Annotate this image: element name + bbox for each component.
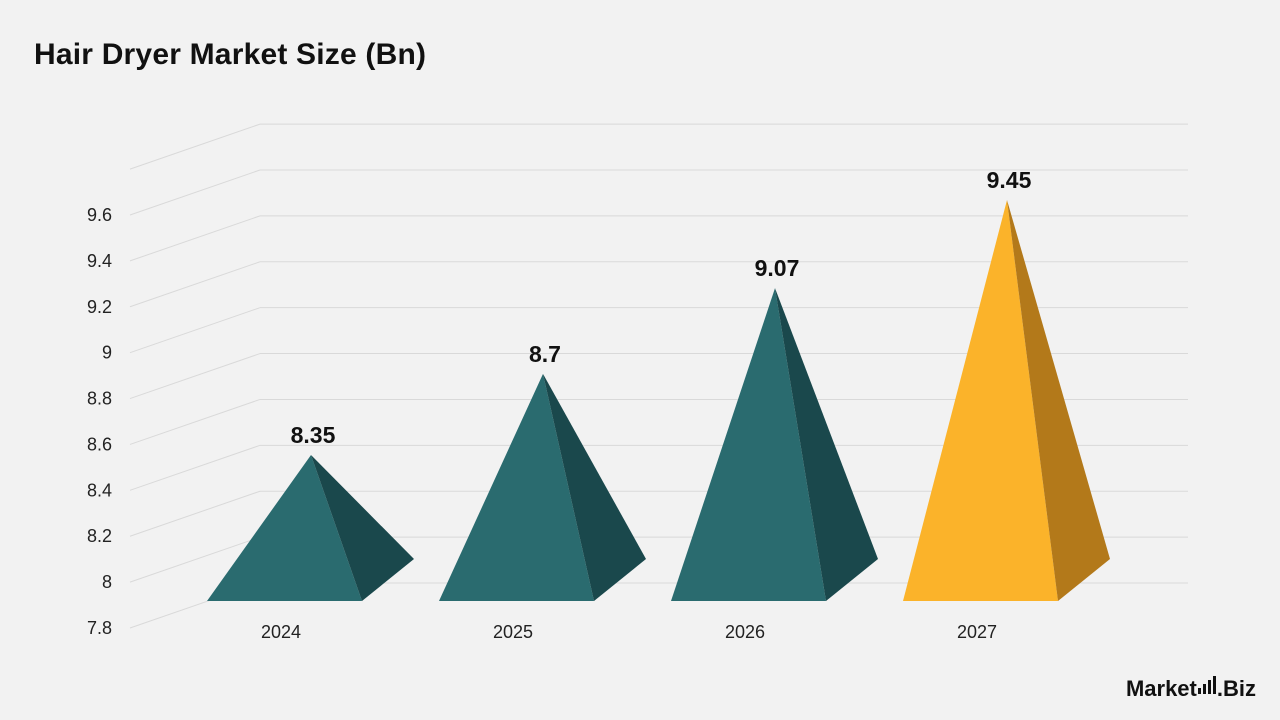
grid-diagonal	[129, 490, 261, 537]
data-label: 8.35	[291, 422, 336, 448]
bar-2024	[207, 455, 414, 601]
x-tick-label: 2027	[957, 622, 997, 642]
bar-side-face	[775, 288, 878, 601]
brand-text-biz: .Biz	[1216, 676, 1256, 701]
bar-2026	[671, 288, 878, 601]
bar-2027	[903, 200, 1110, 601]
data-label: 9.45	[987, 167, 1032, 193]
y-tick-label: 8	[102, 572, 112, 592]
bar-front-face	[671, 288, 826, 601]
bar-front-face	[903, 200, 1058, 601]
y-tick-label: 9.2	[87, 297, 112, 317]
data-label: 8.7	[529, 341, 561, 367]
bar-side-face	[1007, 200, 1110, 601]
x-tick-label: 2024	[261, 622, 301, 642]
bar-chart-icon	[1197, 676, 1216, 694]
grid-diagonal	[129, 444, 261, 491]
y-tick-label: 9.4	[87, 251, 112, 271]
grid-diagonal	[129, 169, 261, 216]
x-tick-label: 2026	[725, 622, 765, 642]
x-tick-label: 2025	[493, 622, 533, 642]
y-axis-ticks: 7.8 8 8.2 8.4 8.6 8.8 9 9.2 9.4 9.6	[87, 205, 112, 638]
grid-diagonal	[129, 398, 261, 445]
y-tick-label: 8.4	[87, 480, 112, 500]
brand-logo: Market .Biz	[1126, 676, 1256, 702]
y-tick-label: 8.8	[87, 389, 112, 409]
bar-side-face	[311, 455, 414, 601]
grid-diagonal	[129, 215, 261, 262]
y-tick-label: 7.8	[87, 618, 112, 638]
y-tick-label: 9	[102, 343, 112, 363]
bar-side-face	[543, 373, 646, 601]
bars	[207, 200, 1110, 601]
bar-front-face	[439, 373, 594, 601]
grid-diagonal	[129, 353, 261, 400]
brand-text-market: Market	[1125, 676, 1197, 701]
grid-diagonal	[129, 261, 261, 308]
bar-2025	[439, 373, 646, 601]
y-tick-label: 8.6	[87, 434, 112, 454]
bar-front-face	[207, 455, 362, 601]
y-tick-label: 9.6	[87, 205, 112, 225]
chart-title: Hair Dryer Market Size (Bn)	[34, 38, 427, 71]
y-tick-label: 8.2	[87, 526, 112, 546]
grid-diagonal	[129, 307, 261, 354]
grid-diagonal	[129, 536, 261, 583]
data-label: 9.07	[755, 255, 800, 281]
labels: 8.35 2024 8.7 2025 9.07 2026 9.45 2027	[261, 167, 1032, 642]
grid-diagonal	[129, 123, 261, 170]
